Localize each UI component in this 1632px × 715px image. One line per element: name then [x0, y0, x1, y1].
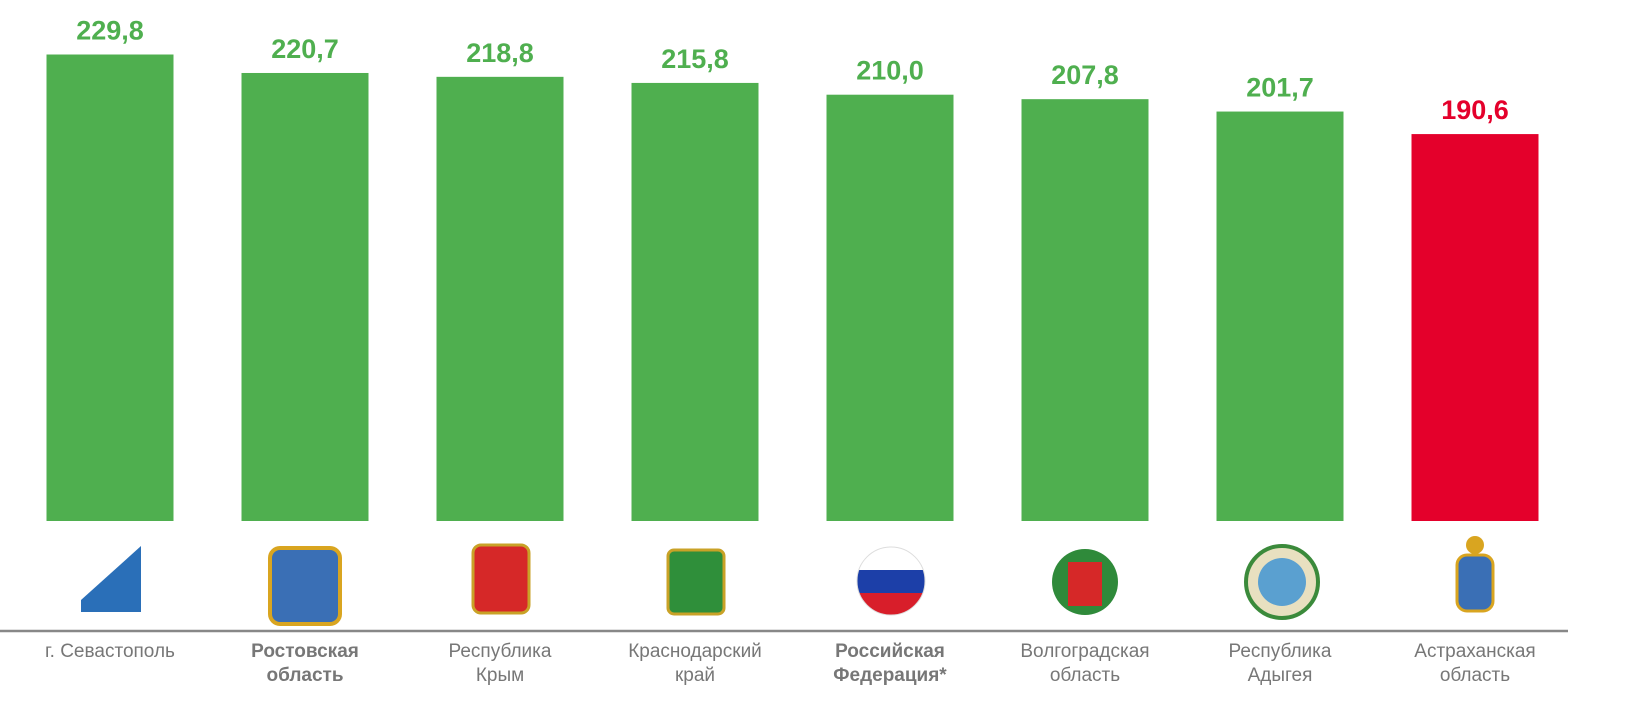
emblem — [1258, 558, 1306, 606]
category-label: Астраханская область — [1414, 641, 1536, 686]
value-label: 210,0 — [856, 56, 924, 86]
value-label: 220,7 — [271, 34, 339, 64]
category-label: Волгоградская область — [1020, 641, 1150, 686]
emblem — [1455, 553, 1495, 613]
value-label: 215,8 — [661, 44, 729, 74]
category-label: Ростовская область — [251, 641, 359, 686]
value-label: 190,6 — [1441, 95, 1509, 125]
emblems — [81, 536, 1495, 626]
bar — [826, 94, 954, 521]
value-label: 201,7 — [1246, 73, 1314, 103]
category-label: Республика Адыгея — [1228, 641, 1332, 686]
value-label: 229,8 — [76, 16, 144, 46]
emblem — [81, 546, 141, 600]
flag — [857, 547, 925, 615]
category-label: Российская Федерация* — [833, 641, 947, 686]
bar — [46, 54, 174, 521]
bar — [241, 72, 369, 521]
value-label: 218,8 — [466, 38, 534, 68]
category-label: г. Севастополь — [45, 641, 175, 662]
emblem — [1068, 562, 1102, 606]
value-label: 207,8 — [1051, 60, 1119, 90]
emblem — [268, 546, 342, 626]
emblem — [1466, 536, 1484, 554]
flag-border — [856, 546, 926, 616]
bar — [1216, 111, 1344, 521]
emblem — [471, 543, 531, 615]
emblem — [666, 548, 726, 616]
bar — [436, 76, 564, 521]
bar — [1411, 134, 1539, 521]
bar — [1021, 99, 1149, 521]
bar — [631, 82, 759, 522]
category-label: Краснодарский край — [628, 641, 762, 686]
category-label: Республика Крым — [448, 641, 552, 686]
